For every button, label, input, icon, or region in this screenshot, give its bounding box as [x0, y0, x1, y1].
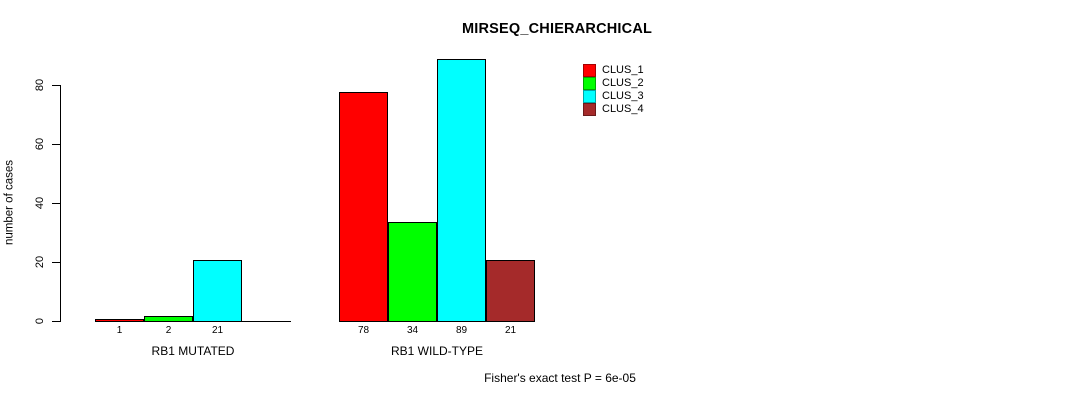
legend-swatch-icon	[583, 103, 596, 116]
y-axis-tick	[52, 85, 60, 86]
legend-item: CLUS_4	[583, 103, 644, 116]
bar-count-label: 21	[211, 325, 224, 336]
bar-count-label: 1	[116, 325, 123, 336]
legend-item: CLUS_2	[583, 77, 644, 90]
legend-label: CLUS_2	[602, 77, 644, 89]
bar-count-label: 78	[357, 325, 370, 336]
legend-label: CLUS_4	[602, 103, 644, 115]
group-label: RB1 WILD-TYPE	[390, 344, 483, 358]
y-axis-tick-label: 80	[34, 78, 46, 92]
bar-clus_2	[144, 316, 193, 322]
bar-clus_1	[339, 92, 388, 322]
bar-count-label: 89	[455, 325, 468, 336]
bar-count-label: 2	[165, 325, 172, 336]
bar-count-label: 34	[406, 325, 419, 336]
y-axis-tick	[52, 321, 60, 322]
group-label: RB1 MUTATED	[151, 344, 235, 358]
bar-clus_1	[95, 319, 144, 322]
y-axis-tick-label: 60	[34, 137, 46, 151]
legend-item: CLUS_3	[583, 90, 644, 103]
chart-title: MIRSEQ_CHIERARCHICAL	[461, 21, 653, 37]
y-axis-tick-label: 0	[34, 317, 46, 325]
legend: CLUS_1 CLUS_2 CLUS_3 CLUS_4	[583, 64, 644, 116]
bar-clus_4	[486, 260, 535, 322]
y-axis-line	[60, 85, 61, 322]
legend-swatch-icon	[583, 77, 596, 90]
y-axis-label: number of cases	[3, 160, 16, 246]
y-axis-tick	[52, 262, 60, 263]
legend-label: CLUS_1	[602, 64, 644, 76]
bar-clus_2	[388, 222, 437, 322]
y-axis-tick	[52, 144, 60, 145]
y-axis-tick-label: 20	[34, 255, 46, 269]
legend-swatch-icon	[583, 64, 596, 77]
y-axis-tick-label: 40	[34, 196, 46, 210]
bar-count-label: 21	[504, 325, 517, 336]
legend-item: CLUS_1	[583, 64, 644, 77]
y-axis-tick	[52, 203, 60, 204]
bar-clus_3	[437, 59, 486, 322]
fisher-test-annotation: Fisher's exact test P = 6e-05	[484, 371, 636, 385]
legend-label: CLUS_3	[602, 90, 644, 102]
legend-swatch-icon	[583, 90, 596, 103]
bar-clus_3	[193, 260, 242, 322]
